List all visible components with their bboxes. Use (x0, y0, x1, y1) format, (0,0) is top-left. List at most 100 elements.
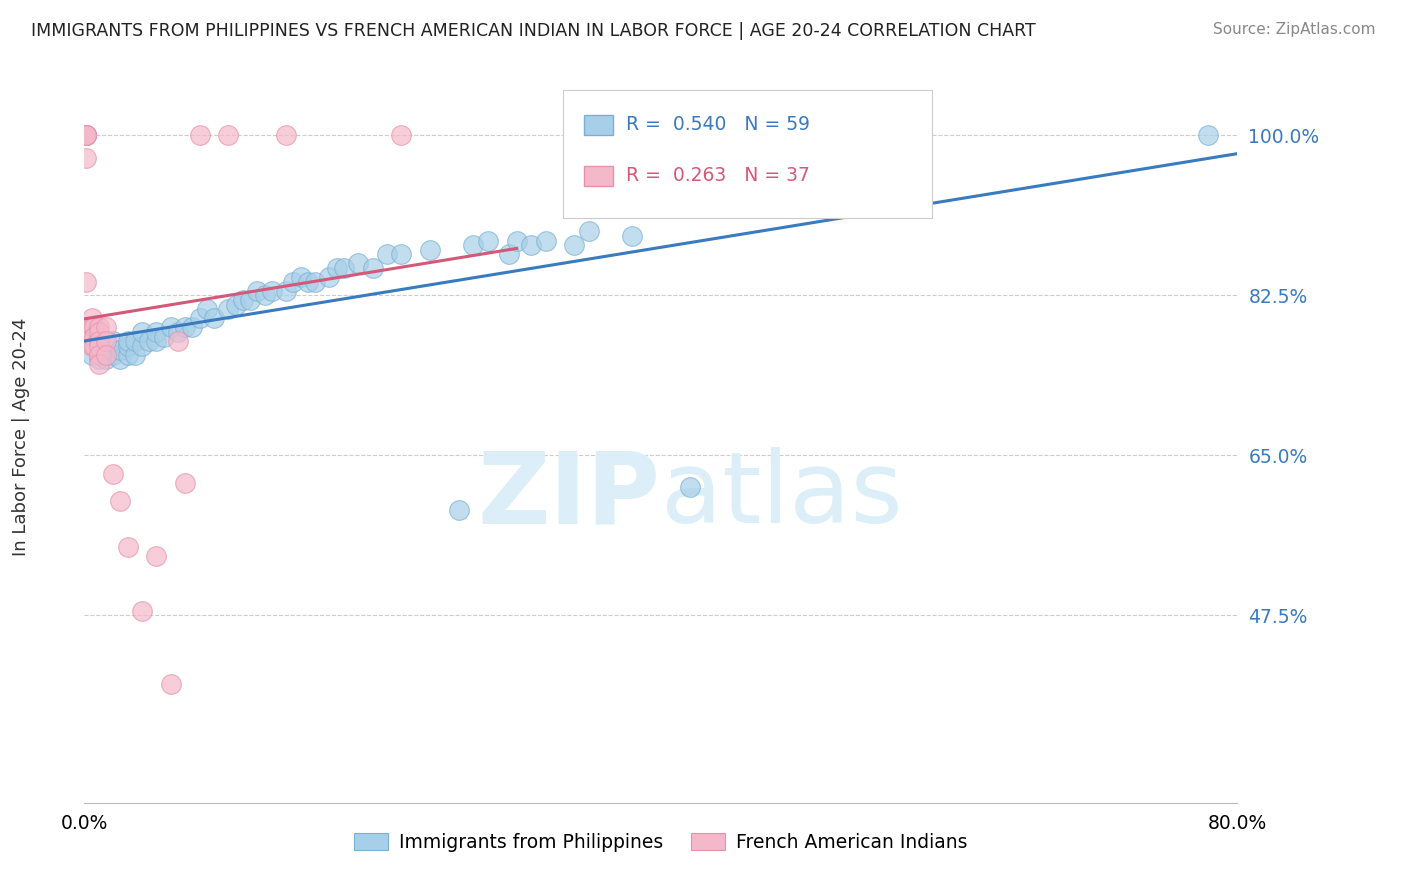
Point (195, 301, 218, 317)
Point (94, 338, 117, 352)
Point (297, 275, 319, 289)
Point (260, 284, 283, 298)
Point (419, 243, 441, 257)
Text: R =  0.263   N = 37: R = 0.263 N = 37 (627, 167, 810, 186)
Point (138, 334, 160, 348)
Point (1198, 128, 1220, 143)
Point (75, 128, 97, 143)
Point (87, 320, 110, 334)
Point (391, 128, 413, 143)
Point (131, 325, 153, 339)
Point (83, 338, 105, 352)
Point (94, 348, 117, 362)
Point (83, 320, 105, 334)
Point (87, 334, 110, 348)
Point (80, 311, 103, 326)
Point (181, 320, 204, 334)
Point (124, 348, 146, 362)
Point (174, 475, 197, 490)
Point (75, 128, 97, 143)
Point (75, 275, 97, 289)
Point (333, 260, 356, 275)
Point (145, 325, 167, 339)
Point (103, 334, 124, 348)
Point (167, 325, 190, 339)
Point (188, 311, 211, 326)
Point (578, 224, 600, 238)
Point (232, 293, 254, 307)
Point (75, 128, 97, 143)
Point (145, 549, 167, 563)
Legend: Immigrants from Philippines, French American Indians: Immigrants from Philippines, French Amer… (346, 825, 976, 859)
Point (225, 297, 247, 311)
Point (110, 343, 132, 358)
Point (477, 234, 499, 248)
Point (87, 348, 110, 362)
Point (152, 329, 174, 343)
Point (318, 270, 340, 285)
Point (202, 311, 225, 326)
Point (449, 503, 471, 517)
Point (110, 352, 132, 367)
Point (679, 480, 702, 494)
Point (253, 288, 276, 302)
Point (75, 128, 97, 143)
Point (239, 293, 262, 307)
Point (83, 329, 105, 343)
Point (117, 338, 139, 352)
Point (110, 494, 132, 508)
Point (160, 320, 183, 334)
Text: atlas: atlas (661, 447, 903, 544)
Point (75, 128, 97, 143)
Point (167, 334, 190, 348)
Point (621, 228, 644, 243)
Point (94, 352, 117, 367)
Point (347, 256, 370, 270)
Point (117, 334, 139, 348)
Point (87, 357, 110, 371)
Point (361, 260, 384, 275)
Text: IMMIGRANTS FROM PHILIPPINES VS FRENCH AMERICAN INDIAN IN LABOR FORCE | AGE 20-24: IMMIGRANTS FROM PHILIPPINES VS FRENCH AM… (31, 22, 1036, 40)
Point (131, 604, 153, 618)
Point (80, 338, 103, 352)
Point (188, 128, 211, 143)
Text: Source: ZipAtlas.com: Source: ZipAtlas.com (1212, 22, 1375, 37)
Point (124, 334, 146, 348)
Point (498, 247, 520, 261)
Point (506, 234, 529, 248)
Point (75, 128, 97, 143)
Point (103, 467, 124, 481)
Text: ZIP: ZIP (478, 447, 661, 544)
Point (290, 270, 312, 285)
Point (75, 151, 97, 165)
Point (534, 234, 557, 248)
Point (94, 320, 117, 334)
Point (391, 247, 413, 261)
Point (75, 128, 97, 143)
Point (87, 343, 110, 358)
Point (94, 334, 117, 348)
Point (564, 238, 586, 252)
Point (145, 334, 167, 348)
Point (87, 325, 110, 339)
Point (276, 284, 298, 298)
Point (304, 275, 326, 289)
Point (160, 677, 183, 691)
Point (80, 348, 103, 362)
Point (103, 348, 124, 362)
Text: R =  0.540   N = 59: R = 0.540 N = 59 (627, 115, 810, 135)
FancyBboxPatch shape (583, 166, 613, 186)
FancyBboxPatch shape (562, 89, 932, 218)
Point (375, 247, 398, 261)
Point (117, 348, 139, 362)
Point (520, 238, 543, 252)
Point (131, 338, 153, 352)
Point (87, 338, 110, 352)
Point (218, 301, 240, 317)
Point (87, 352, 110, 367)
Point (80, 320, 103, 334)
Point (276, 128, 298, 143)
Point (218, 128, 240, 143)
Point (117, 540, 139, 554)
Point (283, 275, 305, 289)
